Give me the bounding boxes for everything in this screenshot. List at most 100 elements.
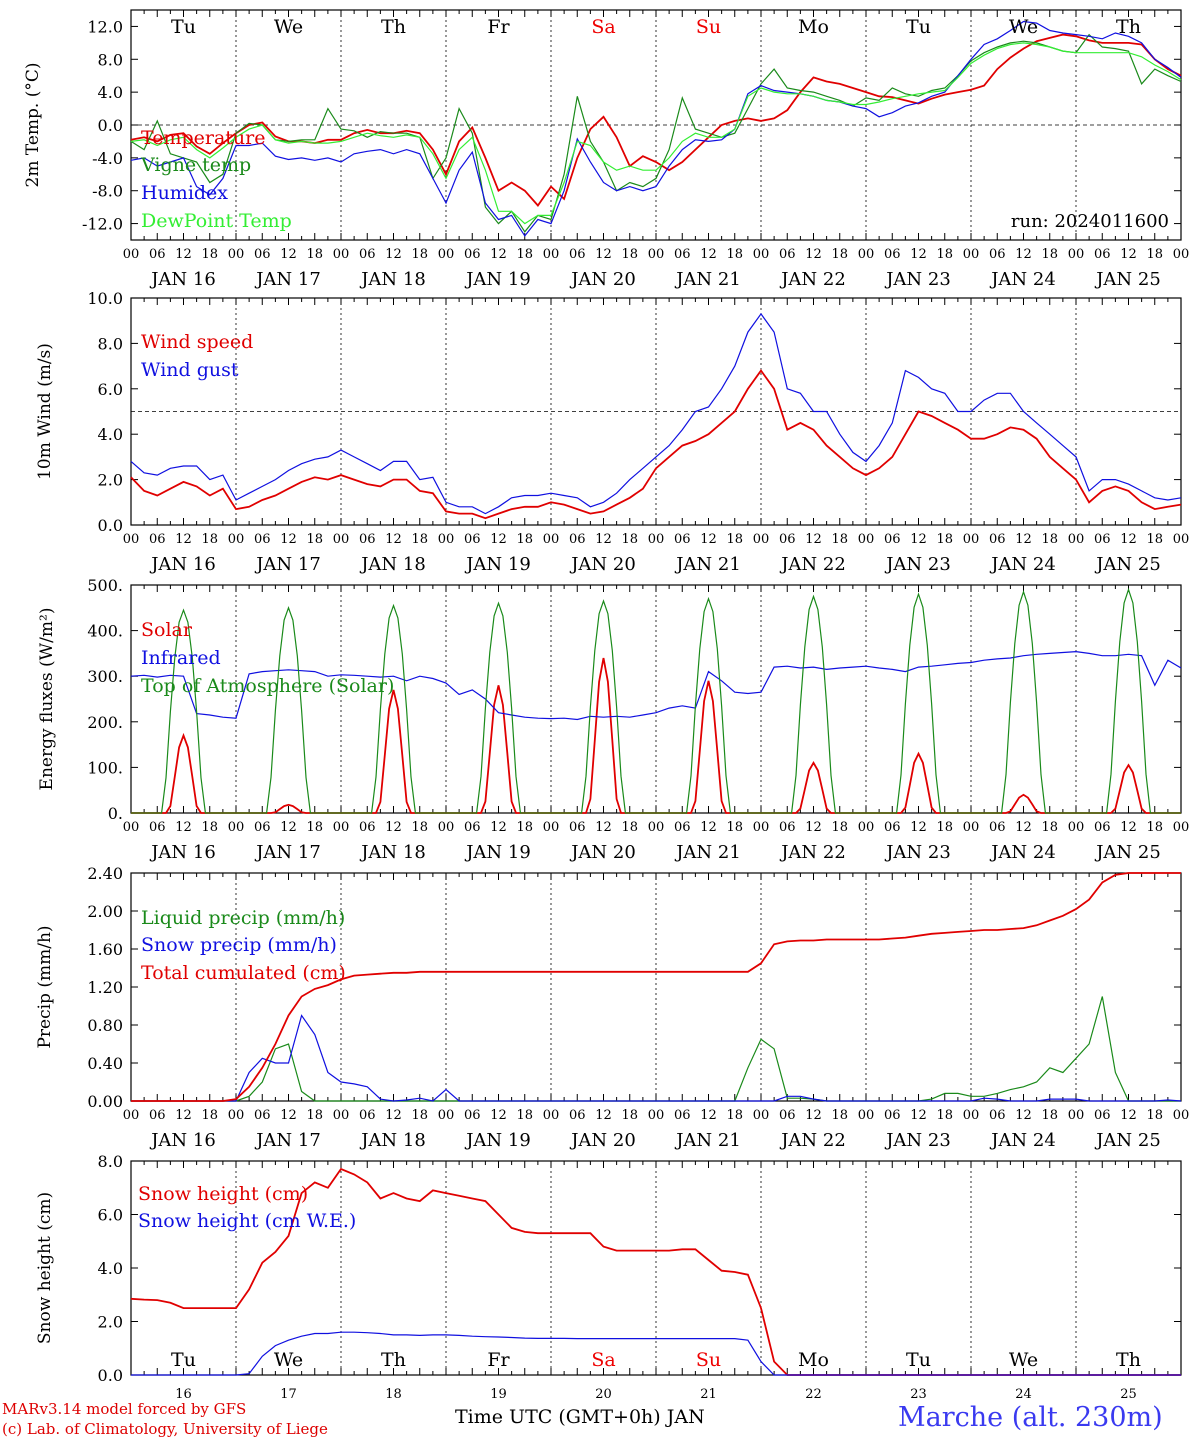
date-label: JAN 19 bbox=[464, 269, 531, 290]
hour-label: 00 bbox=[1068, 532, 1085, 547]
hour-label: 00 bbox=[543, 1108, 560, 1123]
hour-label: 12 bbox=[1015, 820, 1032, 835]
date-label: JAN 23 bbox=[884, 842, 951, 863]
hour-label: 18 bbox=[306, 247, 323, 262]
hour-label: 12 bbox=[1120, 532, 1137, 547]
hour-label: 12 bbox=[385, 820, 402, 835]
hour-label: 06 bbox=[569, 820, 586, 835]
date-label: JAN 22 bbox=[779, 1130, 846, 1151]
hour-label: 18 bbox=[1146, 1108, 1163, 1123]
hour-label: 06 bbox=[149, 247, 166, 262]
hour-label: 12 bbox=[490, 532, 507, 547]
lab-credit: (c) Lab. of Climatology, University of L… bbox=[2, 1420, 328, 1438]
hour-label: 00 bbox=[1068, 247, 1085, 262]
hour-label: 06 bbox=[779, 820, 796, 835]
hour-label: 06 bbox=[359, 247, 376, 262]
panel-4: 2.40 2.00 1.60 1.20 0.80 0.40 0.00 Precip (mm/h… bbox=[35, 864, 1189, 1151]
y-axis-label: Energy fluxes (W/m²) bbox=[37, 608, 57, 791]
date-label: JAN 19 bbox=[464, 1130, 531, 1151]
legend-entry: Humidex bbox=[141, 182, 228, 204]
weekday-label: Fr bbox=[487, 16, 510, 38]
hour-label: 00 bbox=[1068, 820, 1085, 835]
hour-label: 18 bbox=[621, 820, 638, 835]
hour-label: 12 bbox=[910, 820, 927, 835]
hour-label: 12 bbox=[175, 820, 192, 835]
hour-label: 18 bbox=[516, 532, 533, 547]
day-number-label: 20 bbox=[595, 1387, 612, 1400]
panel-5: 8.0 6.0 4.0 2.0 0.0 Snow height (cm) Snow heig… bbox=[35, 1152, 1182, 1385]
hour-label: 06 bbox=[779, 532, 796, 547]
date-label: JAN 23 bbox=[884, 1130, 951, 1151]
station-label[interactable]: Marche (alt. 230m) bbox=[898, 1402, 1163, 1433]
hour-label: 06 bbox=[359, 532, 376, 547]
legend-entry: Top of Atmosphere (Solar) bbox=[141, 675, 394, 697]
hour-label: 00 bbox=[333, 532, 350, 547]
hour-label: 06 bbox=[464, 820, 481, 835]
weekday-label: Th bbox=[381, 16, 406, 38]
hour-label: 00 bbox=[438, 1108, 455, 1123]
series-line-wind-speed bbox=[130, 369, 1182, 520]
weekday-label: Mo bbox=[798, 1349, 829, 1371]
y-tick-label: 4.0 bbox=[98, 425, 123, 444]
series-line-snow-precip-mm-h- bbox=[131, 1014, 1182, 1102]
hour-label: 06 bbox=[149, 532, 166, 547]
date-label: JAN 23 bbox=[884, 554, 951, 575]
day-number-label: 17 bbox=[280, 1387, 297, 1400]
day-number-label: 18 bbox=[385, 1387, 402, 1400]
hour-label: 06 bbox=[884, 247, 901, 262]
day-number-label: 24 bbox=[1015, 1387, 1032, 1400]
hour-label: 18 bbox=[1146, 820, 1163, 835]
date-label: JAN 20 bbox=[569, 554, 636, 575]
y-tick-label: 0.0 bbox=[98, 116, 123, 135]
hour-label: 00 bbox=[753, 532, 770, 547]
hour-label: 18 bbox=[201, 820, 218, 835]
model-credit: MARv3.14 model forced by GFS bbox=[2, 1400, 247, 1418]
hour-label: 12 bbox=[910, 247, 927, 262]
hour-label: 06 bbox=[464, 532, 481, 547]
y-tick-label: 8.0 bbox=[98, 334, 123, 353]
date-label: JAN 16 bbox=[149, 554, 216, 575]
hour-label: 06 bbox=[674, 532, 691, 547]
hour-label: 06 bbox=[254, 532, 271, 547]
hour-label: 12 bbox=[910, 1108, 927, 1123]
date-label: JAN 19 bbox=[464, 554, 531, 575]
run-annotation: run: 2024011600 bbox=[1011, 211, 1169, 232]
hour-label: 18 bbox=[1041, 532, 1058, 547]
hour-label: 12 bbox=[910, 532, 927, 547]
y-tick-label: 0.0 bbox=[98, 1366, 123, 1385]
y-tick-label: 12.0 bbox=[87, 17, 123, 36]
hour-label: 06 bbox=[569, 247, 586, 262]
hour-label: 12 bbox=[595, 532, 612, 547]
hour-label: 18 bbox=[201, 247, 218, 262]
hour-label: 06 bbox=[779, 247, 796, 262]
panel-2: 10.0 8.0 6.0 4.0 2.0 0.0 10m Wind (m/s) Wind sp… bbox=[35, 289, 1189, 575]
date-label: JAN 20 bbox=[569, 269, 636, 290]
weekday-label: Fr bbox=[487, 1349, 510, 1371]
hour-label: 06 bbox=[149, 1108, 166, 1123]
hour-label: 12 bbox=[385, 532, 402, 547]
hour-label: 06 bbox=[989, 1108, 1006, 1123]
hour-label: 18 bbox=[621, 1108, 638, 1123]
hour-label: 18 bbox=[516, 820, 533, 835]
hour-label: 12 bbox=[280, 532, 297, 547]
hour-label: 06 bbox=[1094, 247, 1111, 262]
hour-label: 18 bbox=[1041, 820, 1058, 835]
y-tick-label: 0. bbox=[108, 804, 123, 823]
hour-label: 12 bbox=[700, 1108, 717, 1123]
y-tick-label: 500. bbox=[87, 576, 123, 595]
hour-label: 00 bbox=[963, 820, 980, 835]
hour-label: 06 bbox=[989, 532, 1006, 547]
y-tick-label: -8.0 bbox=[92, 182, 123, 201]
hour-label: 00 bbox=[123, 1108, 140, 1123]
date-label: JAN 18 bbox=[359, 269, 426, 290]
hour-label: 06 bbox=[464, 247, 481, 262]
hour-label: 12 bbox=[175, 247, 192, 262]
y-tick-label: 8.0 bbox=[98, 1152, 123, 1171]
hour-label: 18 bbox=[516, 247, 533, 262]
hour-label: 00 bbox=[648, 532, 665, 547]
y-tick-label: 4.0 bbox=[98, 1259, 123, 1278]
y-tick-label: 10.0 bbox=[87, 289, 123, 308]
x-axis-title: Time UTC (GMT+0h) JAN bbox=[455, 1406, 705, 1428]
hour-label: 00 bbox=[333, 1108, 350, 1123]
hour-label: 00 bbox=[123, 820, 140, 835]
